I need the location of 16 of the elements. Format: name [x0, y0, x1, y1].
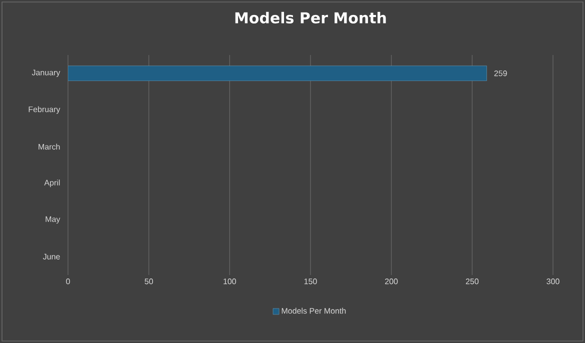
- y-tick-label: May: [46, 216, 60, 224]
- data-label: 259: [494, 70, 507, 76]
- chart-title: Models Per Month: [235, 12, 386, 24]
- x-tick-label: 250: [466, 278, 479, 284]
- x-tick-label: 200: [385, 278, 398, 284]
- y-tick-label: March: [38, 144, 60, 150]
- x-tick-label: 300: [546, 278, 560, 284]
- x-tick-label: 50: [144, 278, 153, 284]
- legend-label: Models Per Month: [282, 308, 346, 314]
- y-tick-label: April: [44, 180, 60, 188]
- y-tick-label: January: [32, 70, 60, 77]
- y-tick-label: June: [42, 254, 60, 260]
- x-tick-label: 150: [304, 278, 317, 284]
- y-tick-label: February: [28, 106, 60, 114]
- x-tick-label: 100: [224, 278, 236, 284]
- x-tick-label: 0: [66, 278, 70, 284]
